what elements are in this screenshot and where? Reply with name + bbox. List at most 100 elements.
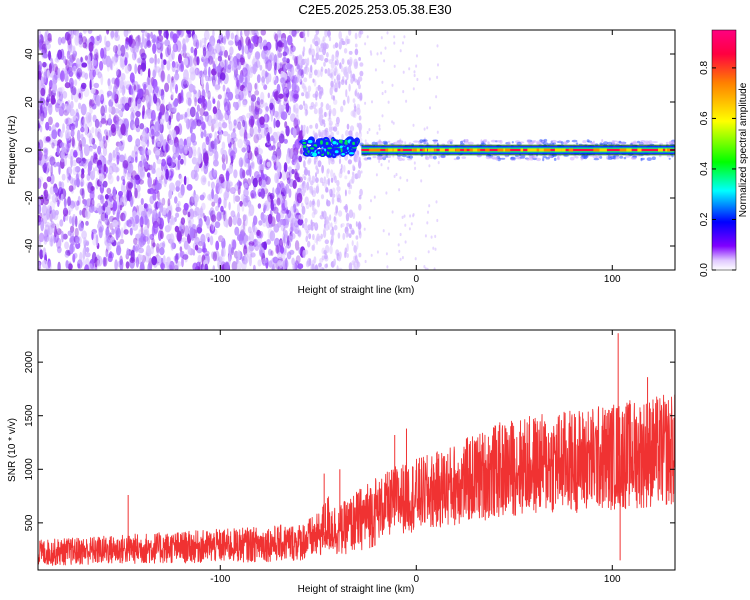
snr-xtick-label: 0 <box>413 574 419 585</box>
spectrogram-noise-cell <box>133 237 138 245</box>
spectrogram-noise-cell <box>313 134 318 140</box>
spectrogram-noise-cell <box>368 216 371 220</box>
spectrogram-noise-cell <box>221 162 227 171</box>
spectrogram-noise-cell <box>178 53 182 64</box>
spectrogram-noise-cell <box>156 159 163 165</box>
spectrogram-halo-cell <box>575 142 579 145</box>
spectrogram-noise-cell <box>105 55 111 68</box>
spectrogram-noise-cell <box>64 157 67 167</box>
spectrogram-noise-cell <box>215 240 220 251</box>
spectrogram-noise-cell <box>333 224 338 231</box>
spectrogram-noise-cell <box>82 117 89 127</box>
spectrogram-noise-cell <box>294 103 299 114</box>
spectrogram-noise-cell <box>336 265 339 270</box>
spectrogram-noise-cell <box>408 227 411 231</box>
spectrogram-noise-cell <box>250 252 256 258</box>
spectrogram-noise-cell <box>124 65 130 74</box>
spectrogram-noise-cell <box>74 215 78 228</box>
spectrogram-noise-cell <box>80 103 87 116</box>
spectrogram-noise-cell <box>399 49 402 53</box>
spectrogram-noise-cell <box>283 138 288 144</box>
spectrogram-noise-cell <box>123 30 129 38</box>
spectrogram-noise-cell <box>126 219 133 228</box>
spectrogram-noise-cell <box>91 231 94 241</box>
spectrogram-carrier-cell <box>369 148 373 152</box>
spectrogram-noise-cell <box>250 192 254 200</box>
spectrogram-noise-cell <box>141 145 146 156</box>
spectrogram-noise-cell <box>307 67 310 73</box>
spectrogram-noise-cell <box>238 180 242 190</box>
spectrogram-noise-cell <box>154 86 159 94</box>
spectrogram-noise-cell <box>117 50 122 56</box>
spectrogram-noise-cell <box>46 69 50 79</box>
spectrogram-noise-cell <box>76 72 81 80</box>
spectrogram-noise-cell <box>57 49 63 60</box>
spectrogram-noise-cell <box>145 203 149 212</box>
spectrogram-halo-cell <box>558 140 562 143</box>
spectrogram-noise-cell <box>249 126 254 137</box>
spectrogram-noise-cell <box>294 172 300 180</box>
spectrogram-noise-cell <box>398 188 401 192</box>
spectrogram-noise-cell <box>303 103 308 111</box>
spectrogram-noise-cell <box>121 59 125 70</box>
spectrogram-noise-cell <box>68 185 74 192</box>
spectrogram-halo-cell <box>619 155 624 159</box>
spectrogram-noise-cell <box>293 93 299 100</box>
spectrogram-noise-cell <box>72 253 76 263</box>
spectrogram-noise-cell <box>69 200 75 209</box>
spectrogram-halo-cell <box>364 142 369 147</box>
spectrogram-noise-cell <box>177 200 181 207</box>
spectrogram-noise-cell <box>103 217 109 223</box>
spectrogram-noise-cell <box>167 211 170 224</box>
spectrogram-noise-cell <box>334 53 339 61</box>
spectrogram-noise-cell <box>130 88 134 95</box>
spectrogram-noise-cell <box>183 175 187 186</box>
spectrogram-noise-cell <box>139 254 144 261</box>
spectrogram-noise-cell <box>139 216 144 228</box>
spectrogram-noise-cell <box>95 234 99 247</box>
spectrogram-noise-cell <box>289 30 295 36</box>
spectrogram-halo-cell <box>646 157 652 162</box>
spectrogram-noise-cell <box>285 102 290 113</box>
spectrogram-noise-cell <box>145 94 150 104</box>
spectrogram-noise-cell <box>66 168 69 178</box>
spectrogram-noise-cell <box>126 181 132 194</box>
spectrogram-noise-cell <box>66 33 72 46</box>
spectrogram-noise-cell <box>332 126 338 132</box>
spectrogram-noise-cell <box>189 196 195 207</box>
spectrogram-noise-cell <box>327 67 331 77</box>
spectrogram-noise-cell <box>257 148 263 155</box>
spectrogram-noise-cell <box>57 261 61 270</box>
spectrogram-noise-cell <box>179 64 185 73</box>
spectrogram-noise-cell <box>94 232 97 239</box>
spectrogram-noise-cell <box>292 151 298 162</box>
spectrogram-noise-cell <box>203 129 207 138</box>
spectrogram-noise-cell <box>113 189 117 197</box>
spectrogram-noise-cell <box>121 84 126 96</box>
spectrogram-noise-cell <box>296 192 303 204</box>
spectrogram-noise-cell <box>254 171 260 179</box>
spectrogram-noise-cell <box>88 133 93 145</box>
spectrogram-noise-cell <box>257 127 261 134</box>
spectrogram-halo-cell <box>397 140 403 144</box>
spectrogram-noise-cell <box>99 60 104 71</box>
spectrogram-noise-cell <box>216 65 222 73</box>
spectrogram-noise-cell <box>157 255 162 262</box>
spectrogram-noise-cell <box>272 187 275 197</box>
spectrogram-noise-cell <box>344 251 347 259</box>
spectrogram-noise-cell <box>66 166 73 176</box>
spectrogram-noise-cell <box>243 129 248 142</box>
spectrogram-noise-cell <box>313 156 317 165</box>
spectrogram-noise-cell <box>342 232 346 241</box>
spectrogram-noise-cell <box>319 258 324 263</box>
spectrogram-noise-cell <box>175 253 179 264</box>
spectrogram-noise-cell <box>340 223 343 228</box>
spectrogram-noise-cell <box>146 113 151 119</box>
spectrogram-noise-cell <box>327 117 332 122</box>
spectrogram-noise-cell <box>114 259 118 270</box>
spectrogram-halo-cell <box>593 157 600 161</box>
spectrogram-noise-cell <box>352 172 355 177</box>
spectrogram-noise-cell <box>72 213 76 220</box>
spectrogram-noise-cell <box>263 214 267 222</box>
spectrogram-line-cell <box>346 146 349 150</box>
